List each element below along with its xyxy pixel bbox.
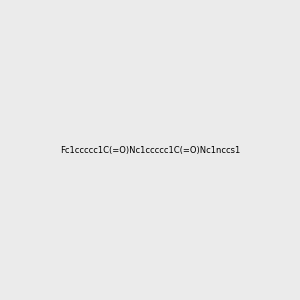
Text: Fc1ccccc1C(=O)Nc1ccccc1C(=O)Nc1nccs1: Fc1ccccc1C(=O)Nc1ccccc1C(=O)Nc1nccs1 [60, 146, 240, 154]
